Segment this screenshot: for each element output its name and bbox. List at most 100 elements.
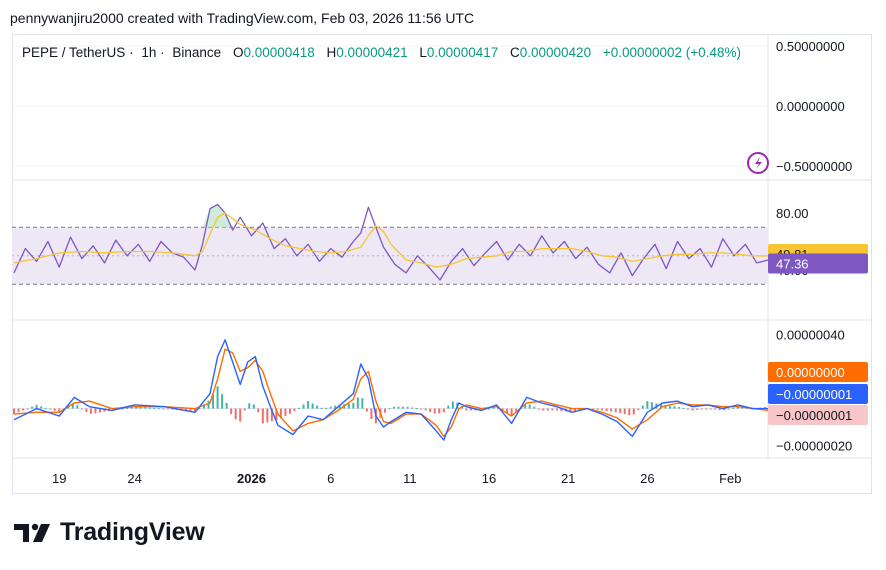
macd-histogram-bar xyxy=(406,406,409,409)
macd-histogram-bar xyxy=(555,408,558,411)
macd-histogram-bar xyxy=(601,408,604,411)
macd-histogram-bar xyxy=(266,408,269,423)
macd-histogram-bar xyxy=(705,408,708,410)
lightning-icon[interactable] xyxy=(747,152,769,174)
macd-histogram-bar xyxy=(221,394,224,409)
macd-histogram-bar xyxy=(239,408,242,422)
macd-histogram-bar xyxy=(560,408,563,411)
macd-histogram-bar xyxy=(700,408,703,410)
macd-histogram-bar xyxy=(736,406,739,409)
macd-histogram-bar xyxy=(641,405,644,409)
macd-histogram-bar xyxy=(632,408,635,415)
macd-histogram-bar xyxy=(67,406,70,409)
price-tick-label: −0.50000000 xyxy=(776,159,852,174)
macd-histogram-bar xyxy=(718,408,721,411)
time-tick-label: 19 xyxy=(52,471,66,486)
macd-histogram-bar xyxy=(316,405,319,409)
price-axis: 0.500000000.00000000−0.5000000080.0040.0… xyxy=(776,39,852,454)
macd-histogram-bar xyxy=(433,408,436,414)
macd-histogram-bar xyxy=(216,386,219,409)
macd-histogram-bar xyxy=(524,404,527,409)
macd-histogram-bar xyxy=(691,408,694,411)
macd-histogram-bar xyxy=(447,405,450,409)
symbol-label[interactable]: PEPE / TetherUS xyxy=(22,45,126,60)
time-tick-label: 11 xyxy=(403,471,417,486)
macd-histogram-bar xyxy=(98,408,101,413)
macd-histogram-bar xyxy=(551,408,554,411)
open-label: O xyxy=(232,45,244,60)
macd-histogram-bar xyxy=(682,408,685,410)
tradingview-logo-icon xyxy=(14,523,50,542)
macd-histogram-bar xyxy=(365,408,368,412)
macd-histogram-bar xyxy=(94,408,97,414)
macd-histogram-bar xyxy=(338,404,341,409)
macd-histogram-bar xyxy=(293,408,296,412)
interval-label[interactable]: 1h xyxy=(141,45,157,60)
macd-histogram-badge-bg xyxy=(768,405,868,425)
macd-histogram-bar xyxy=(212,394,215,409)
macd-histogram-bar xyxy=(383,408,386,413)
macd-histogram-bar xyxy=(166,408,169,410)
tradingview-brand[interactable]: TradingView xyxy=(14,518,205,547)
macd-histogram-bar xyxy=(361,398,364,409)
macd-histogram-bar xyxy=(592,408,595,410)
macd-histogram-bar xyxy=(696,408,699,410)
signal-line xyxy=(13,348,769,438)
macd-line xyxy=(13,339,768,441)
time-tick-label: 26 xyxy=(640,471,654,486)
macd-histogram-bar xyxy=(320,407,323,409)
time-tick-label: 21 xyxy=(561,471,575,486)
macd-histogram-bar xyxy=(732,407,735,409)
macd-histogram-bar xyxy=(673,406,676,409)
macd-histogram-bar xyxy=(302,404,305,409)
macd-histogram-bar xyxy=(402,406,405,409)
brand-name: TradingView xyxy=(60,518,205,546)
macd-histogram-bar xyxy=(157,408,160,410)
rsi-badge-bg xyxy=(768,253,868,274)
macd-histogram-bar xyxy=(148,407,151,409)
macd-histogram-bar xyxy=(171,408,174,410)
time-tick-label: 24 xyxy=(127,471,141,486)
macd-histogram-bar xyxy=(288,408,291,414)
macd-histogram-bar xyxy=(393,406,396,409)
macd-histogram-bar xyxy=(438,408,441,414)
chart-canvas[interactable]: 0.500000000.00000000−0.5000000080.0040.0… xyxy=(0,0,886,500)
macd-histogram-bar xyxy=(153,407,156,409)
macd-histogram-bar xyxy=(528,404,531,409)
macd-histogram-bar xyxy=(307,401,310,409)
macd-histogram-bar xyxy=(411,407,414,409)
macd-histogram-bar xyxy=(714,408,717,410)
macd-histogram-bar xyxy=(275,408,278,421)
macd-histogram-bar xyxy=(537,408,540,410)
macd-line-badge: −0.00000001 xyxy=(776,387,852,402)
macd-histogram-bar xyxy=(515,408,518,413)
time-tick-label: 6 xyxy=(327,471,334,486)
macd-histogram-bar xyxy=(709,408,712,410)
macd-histogram-bar xyxy=(415,408,418,410)
macd-histogram-bar xyxy=(279,408,282,419)
macd-histogram-bar xyxy=(429,408,432,412)
macd-pane xyxy=(12,339,769,441)
macd-histogram-bar xyxy=(650,402,653,409)
macd-histogram-bar xyxy=(126,407,129,409)
macd-histogram-bar xyxy=(22,408,25,411)
macd-histogram-bar xyxy=(501,408,504,411)
macd-histogram-bar xyxy=(465,408,468,411)
macd-histogram-bar xyxy=(664,405,667,409)
value-badges: 49.8147.360.00000000−0.00000001−0.000000… xyxy=(768,244,868,425)
macd-histogram-bar xyxy=(763,407,766,409)
time-tick-label: 16 xyxy=(482,471,496,486)
macd-histogram-bar xyxy=(723,408,726,411)
macd-histogram-bar xyxy=(628,408,631,416)
macd-histogram-bar xyxy=(198,408,201,410)
time-tick-label: Feb xyxy=(719,471,741,486)
macd-histogram-bar xyxy=(193,408,196,413)
macd-histogram-bar xyxy=(270,408,273,422)
macd-histogram-bar xyxy=(257,408,260,413)
macd-histogram-bar xyxy=(488,408,491,410)
macd-histogram-bar xyxy=(243,408,246,411)
close-label: C xyxy=(510,45,520,60)
close-value: 0.00000420 xyxy=(519,45,592,60)
macd-histogram-bar xyxy=(121,408,124,410)
macd-tick-label: −0.00000020 xyxy=(776,439,852,454)
